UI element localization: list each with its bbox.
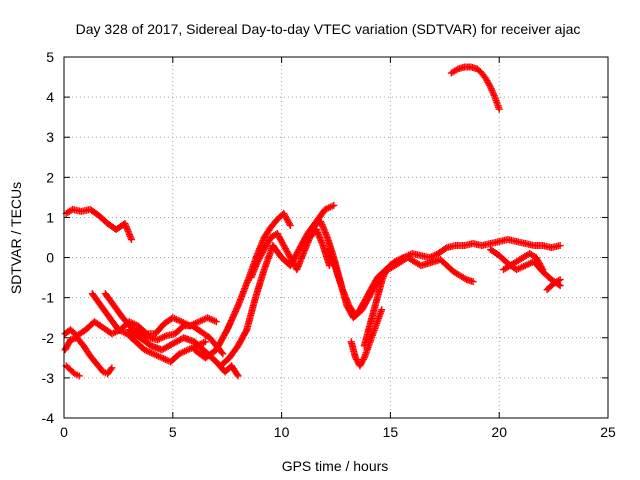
data-point [359, 355, 367, 363]
x-tick-label: 20 [491, 424, 507, 440]
y-tick-label: 5 [46, 49, 54, 65]
data-point [452, 66, 460, 74]
data-point [399, 254, 407, 262]
data-point [378, 306, 386, 314]
data-point [495, 105, 503, 113]
data-point [233, 370, 241, 378]
data-point [201, 338, 209, 346]
chart-title: Day 328 of 2017, Sidereal Day-to-day VTE… [76, 21, 581, 37]
series-arc-3 [61, 334, 116, 378]
series-arc-18 [543, 276, 564, 294]
y-tick-label: -3 [42, 370, 55, 386]
data-point [69, 369, 77, 377]
data-point [330, 201, 338, 209]
series-arc-15 [447, 63, 503, 113]
data-point [556, 276, 564, 284]
y-axis-label: SDTVAR / TECUs [8, 182, 24, 294]
y-tick-label: 0 [46, 250, 54, 266]
data-point [286, 221, 294, 229]
x-tick-label: 15 [383, 424, 399, 440]
x-tick-label: 0 [60, 424, 68, 440]
x-tick-label: 25 [600, 424, 616, 440]
y-tick-label: -2 [42, 330, 55, 346]
y-tick-label: 3 [46, 129, 54, 145]
y-tick-label: -4 [42, 410, 55, 426]
data-point [218, 348, 226, 356]
data-point [285, 220, 293, 228]
data-point [442, 245, 450, 253]
data-point [127, 236, 135, 244]
data-point [556, 282, 564, 290]
y-tick-label: 1 [46, 209, 54, 225]
data-point [398, 255, 406, 263]
data-point [539, 266, 547, 274]
axis-ticks: 0 5 10 15 20 25 -4 -3 -2 -1 0 1 2 3 4 5 [42, 49, 616, 440]
y-tick-label: 4 [46, 89, 54, 105]
data-point [554, 277, 562, 285]
y-tick-label: -1 [42, 290, 55, 306]
series-arc-5 [88, 290, 209, 366]
data-point [212, 318, 220, 326]
data-point [75, 372, 83, 380]
data-point [107, 365, 115, 373]
data-point [486, 81, 494, 89]
data-marks [61, 63, 564, 380]
series-arc-4 [62, 362, 83, 380]
series-arc-1 [62, 205, 135, 244]
x-axis-label: GPS time / hours [282, 458, 389, 474]
series-arc-14 [360, 254, 407, 350]
data-point [556, 242, 564, 250]
data-point [469, 278, 477, 286]
series-arc-10 [247, 225, 333, 282]
x-tick-label: 5 [169, 424, 177, 440]
data-point [234, 372, 242, 380]
x-tick-label: 10 [274, 424, 290, 440]
plot-frame [63, 56, 609, 419]
y-tick-label: 2 [46, 169, 54, 185]
data-point [108, 364, 116, 372]
data-point [461, 275, 469, 283]
data-point [242, 327, 250, 335]
data-point [538, 264, 546, 272]
series-arc-17 [500, 250, 547, 274]
data-point [219, 350, 227, 358]
